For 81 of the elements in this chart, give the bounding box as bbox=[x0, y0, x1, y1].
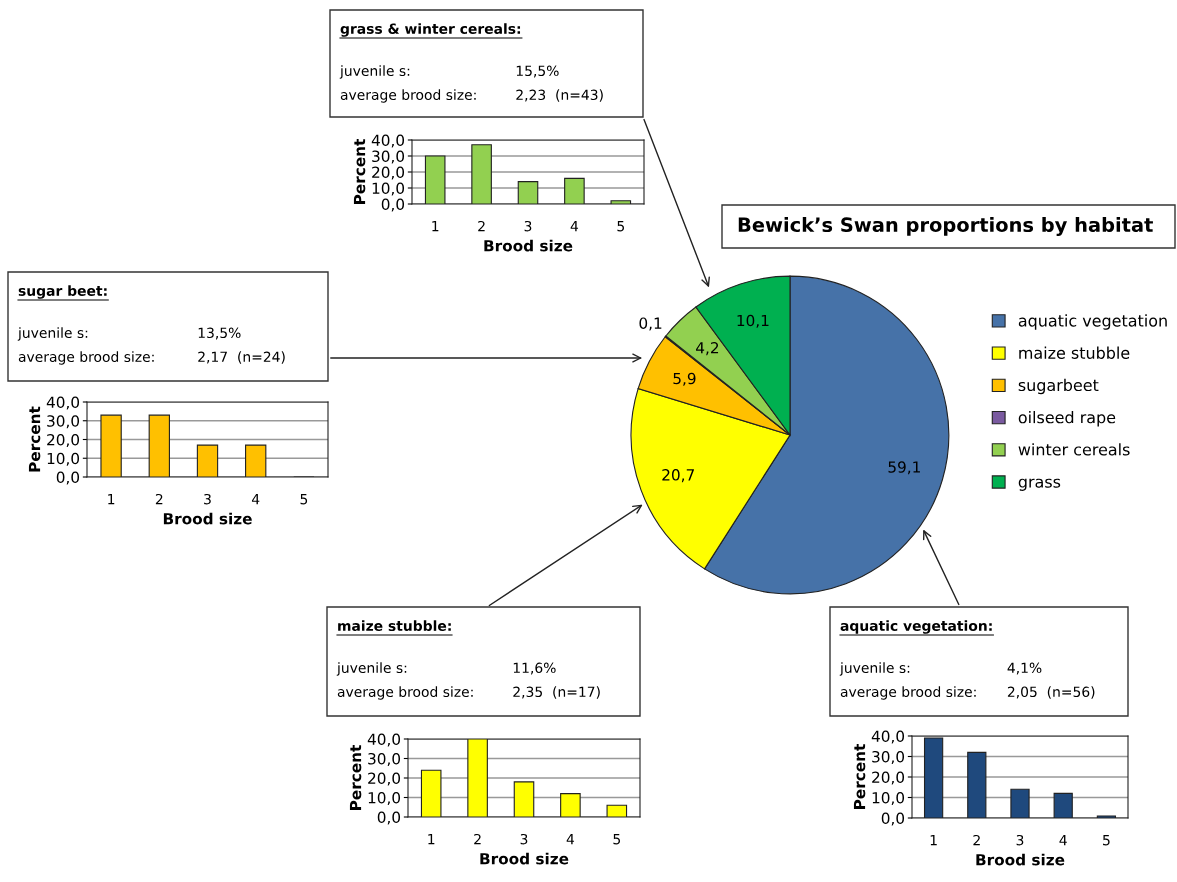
y-tick-label: 0,0 bbox=[881, 812, 905, 826]
chart-title: grass & winter cereals: bbox=[340, 23, 521, 37]
y-tick-label: 20,0 bbox=[872, 771, 905, 785]
data-label: 0,1 bbox=[639, 317, 662, 331]
text: average brood size: bbox=[840, 686, 976, 700]
data-label: 59,1 bbox=[888, 461, 920, 475]
text: 15,5% bbox=[516, 65, 559, 78]
chart-title: Bewick’s Swan proportions by habitat bbox=[738, 217, 1153, 236]
text: 2,35 (n=17) bbox=[513, 686, 600, 699]
x-tick-label: 4 bbox=[1059, 835, 1067, 846]
text: 2,23 (n=43) bbox=[516, 89, 603, 102]
chart-title: maize stubble: bbox=[338, 620, 451, 632]
x-axis-title: Brood size bbox=[480, 852, 569, 865]
x-tick-label: 1 bbox=[432, 221, 439, 232]
y-axis-title: Percent bbox=[349, 745, 362, 810]
x-tick-label: 4 bbox=[251, 494, 260, 505]
x-tick-label: 4 bbox=[566, 834, 575, 845]
x-tick-label: 3 bbox=[520, 833, 528, 845]
data-label: 10,1 bbox=[737, 314, 769, 328]
text: average brood size: bbox=[337, 686, 473, 700]
text: average brood size: bbox=[340, 89, 476, 103]
y-tick-label: 40,0 bbox=[46, 396, 80, 410]
y-tick-label: 20,0 bbox=[368, 772, 401, 786]
y-tick-label: 0,0 bbox=[381, 198, 405, 212]
text: 11,6% bbox=[513, 662, 556, 675]
legend-label: grass bbox=[1018, 478, 1061, 491]
y-tick-label: 30,0 bbox=[368, 752, 401, 767]
x-tick-label: 5 bbox=[617, 221, 625, 232]
legend-label: oilseed rape bbox=[1018, 410, 1116, 427]
x-tick-label: 4 bbox=[570, 221, 579, 232]
x-tick-label: 1 bbox=[428, 834, 435, 845]
y-axis-title: Percent bbox=[28, 406, 41, 472]
y-tick-label: 40,0 bbox=[871, 730, 905, 744]
legend-label: sugarbeet bbox=[1018, 378, 1099, 395]
x-tick-label: 1 bbox=[108, 494, 115, 505]
data-label: 4,2 bbox=[696, 342, 719, 356]
chart-title: sugar beet: bbox=[18, 285, 107, 299]
text: 2,17 (n=24) bbox=[198, 351, 285, 364]
y-tick-label: 20,0 bbox=[372, 166, 405, 180]
text: 13,5% bbox=[198, 327, 241, 340]
legend-label: maize stubble bbox=[1019, 346, 1130, 359]
y-tick-label: 0,0 bbox=[56, 471, 80, 485]
legend-label: aquatic vegetation bbox=[1018, 314, 1167, 330]
y-tick-label: 0,0 bbox=[377, 811, 401, 825]
y-tick-label: 10,0 bbox=[47, 452, 80, 466]
y-tick-label: 30,0 bbox=[47, 415, 80, 429]
x-axis-title: Brood size bbox=[484, 239, 573, 252]
y-axis-title: Percent bbox=[353, 139, 366, 204]
x-tick-label: 2 bbox=[474, 833, 481, 845]
x-tick-label: 5 bbox=[300, 494, 308, 505]
data-label: 20,7 bbox=[662, 469, 694, 483]
x-axis-title: Brood size bbox=[163, 512, 252, 525]
x-tick-label: 2 bbox=[478, 220, 485, 232]
x-tick-label: 3 bbox=[204, 493, 211, 505]
x-tick-label: 3 bbox=[524, 220, 532, 232]
text: average brood size: bbox=[18, 351, 154, 365]
x-tick-label: 5 bbox=[613, 834, 621, 845]
chart-title: aquatic vegetation: bbox=[840, 620, 992, 634]
y-tick-label: 10,0 bbox=[368, 791, 401, 806]
y-tick-label: 10,0 bbox=[872, 791, 905, 806]
y-tick-label: 30,0 bbox=[372, 150, 405, 164]
y-tick-label: 10,0 bbox=[372, 182, 405, 196]
text: 4,1% bbox=[1007, 662, 1042, 675]
x-tick-label: 5 bbox=[1103, 835, 1110, 846]
x-tick-label: 1 bbox=[930, 835, 937, 846]
text: juvenile s: bbox=[17, 327, 88, 341]
y-tick-label: 40,0 bbox=[371, 134, 405, 148]
x-tick-label: 2 bbox=[155, 493, 163, 505]
y-tick-label: 20,0 bbox=[47, 433, 80, 448]
x-tick-label: 3 bbox=[1016, 834, 1024, 846]
x-tick-label: 2 bbox=[973, 834, 980, 846]
text: juvenile s: bbox=[336, 662, 407, 676]
y-tick-label: 30,0 bbox=[872, 750, 905, 765]
legend-label: winter cereals bbox=[1018, 443, 1130, 456]
text: juvenile s: bbox=[839, 662, 910, 676]
data-label: 5,9 bbox=[673, 372, 696, 386]
y-tick-label: 40,0 bbox=[367, 733, 401, 747]
x-axis-title: Brood size bbox=[976, 853, 1065, 866]
text: 2,05 (n=56) bbox=[1007, 686, 1095, 699]
text: juvenile s: bbox=[339, 65, 410, 79]
y-axis-title: Percent bbox=[853, 744, 866, 809]
